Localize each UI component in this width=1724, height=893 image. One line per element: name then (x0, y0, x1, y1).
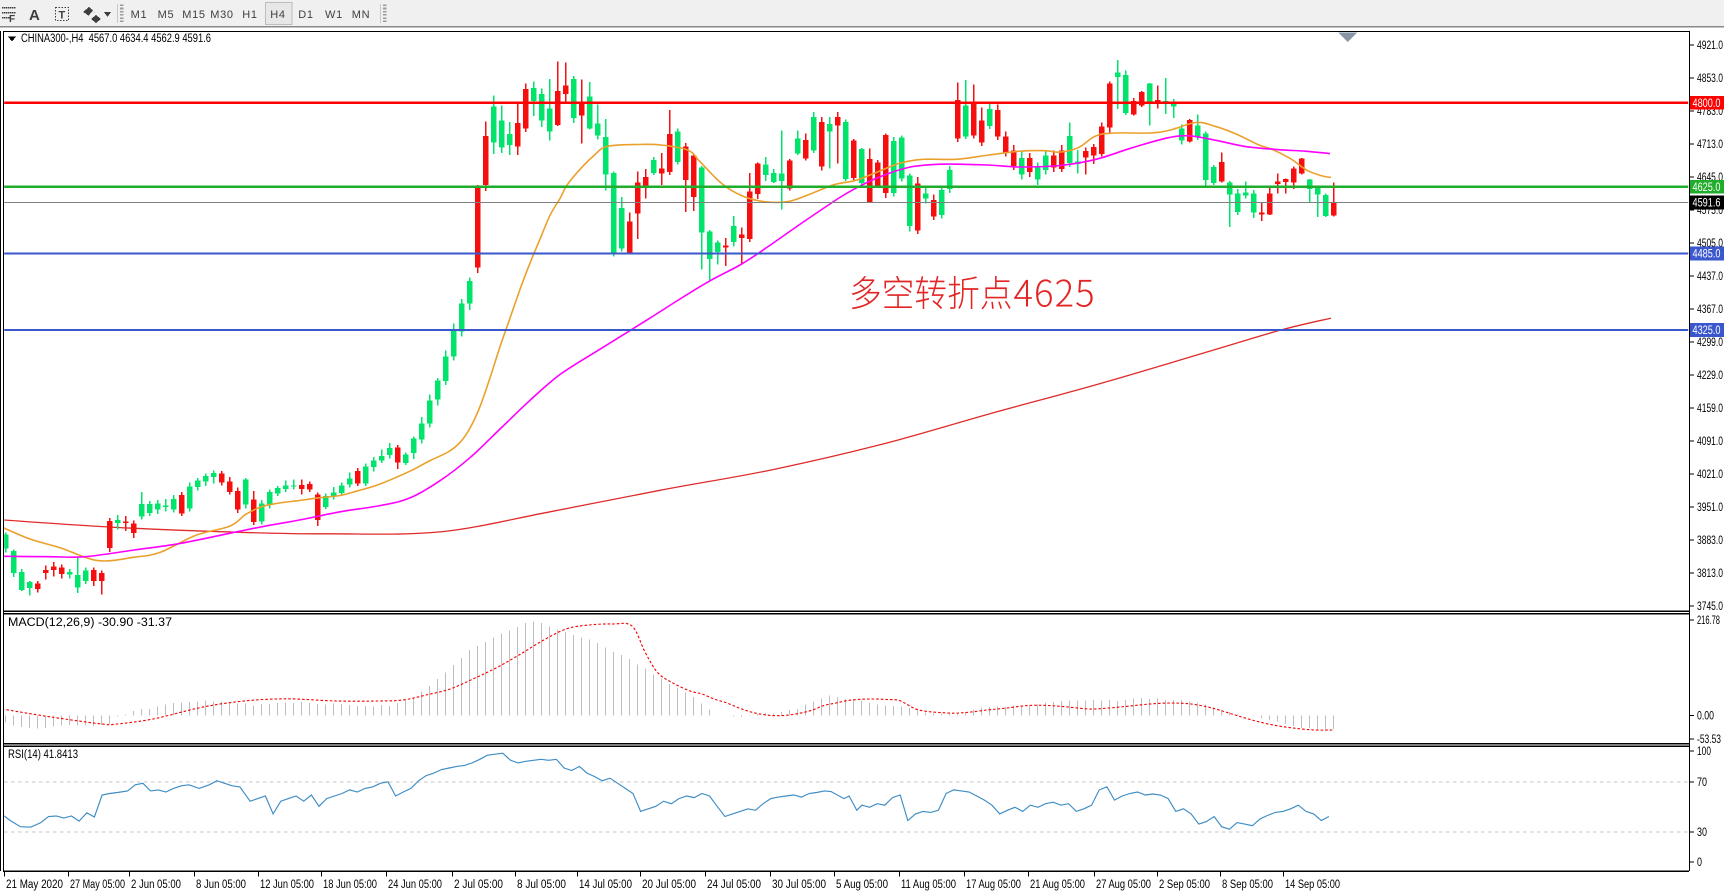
svg-text:100: 100 (1697, 746, 1711, 758)
svg-text:M1: M1 (131, 9, 148, 21)
svg-text:4625.0: 4625.0 (1693, 182, 1721, 194)
svg-text:27 Aug 05:00: 27 Aug 05:00 (1096, 879, 1151, 891)
svg-text:4299.0: 4299.0 (1697, 337, 1723, 349)
svg-text:4159.0: 4159.0 (1697, 403, 1723, 415)
svg-text:4800.0: 4800.0 (1693, 98, 1721, 110)
svg-text:4437.0: 4437.0 (1697, 271, 1723, 283)
svg-text:11 Aug 05:00: 11 Aug 05:00 (901, 879, 956, 891)
svg-text:M30: M30 (210, 9, 234, 21)
svg-text:4921.0: 4921.0 (1697, 40, 1723, 52)
svg-text:24 Jun 05:00: 24 Jun 05:00 (388, 879, 442, 891)
svg-text:0.00: 0.00 (1697, 711, 1714, 723)
svg-text:MACD(12,26,9) -30.90 -31.37: MACD(12,26,9) -30.90 -31.37 (8, 617, 172, 629)
svg-text:4713.0: 4713.0 (1697, 139, 1723, 151)
svg-text:20 Jul 05:00: 20 Jul 05:00 (642, 879, 696, 891)
svg-text:0: 0 (1697, 857, 1702, 869)
svg-text:M15: M15 (182, 9, 206, 21)
svg-text:4229.0: 4229.0 (1697, 370, 1723, 382)
svg-text:5 Aug 05:00: 5 Aug 05:00 (836, 879, 888, 891)
svg-text:8 Jun 05:00: 8 Jun 05:00 (196, 879, 246, 891)
svg-text:M5: M5 (158, 9, 175, 21)
svg-text:2 Sep 05:00: 2 Sep 05:00 (1159, 879, 1210, 891)
svg-text:27 May 05:00: 27 May 05:00 (70, 879, 125, 891)
svg-text:W1: W1 (325, 9, 343, 21)
svg-text:17 Aug 05:00: 17 Aug 05:00 (966, 879, 1021, 891)
svg-text:3951.0: 3951.0 (1697, 502, 1723, 514)
svg-text:4367.0: 4367.0 (1697, 304, 1723, 316)
svg-text:4591.6: 4591.6 (1693, 198, 1721, 210)
svg-text:30 Jul 05:00: 30 Jul 05:00 (772, 879, 826, 891)
svg-text:2 Jun 05:00: 2 Jun 05:00 (131, 879, 181, 891)
svg-text:24 Jul 05:00: 24 Jul 05:00 (707, 879, 761, 891)
svg-text:70: 70 (1697, 777, 1707, 789)
svg-text:8 Sep 05:00: 8 Sep 05:00 (1222, 879, 1273, 891)
svg-text:3883.0: 3883.0 (1697, 535, 1723, 547)
svg-text:30: 30 (1697, 827, 1707, 839)
svg-text:3813.0: 3813.0 (1697, 568, 1723, 580)
svg-text:4325.0: 4325.0 (1693, 325, 1721, 337)
svg-text:3745.0: 3745.0 (1697, 601, 1723, 613)
svg-text:MN: MN (352, 9, 371, 21)
svg-text:4021.0: 4021.0 (1697, 469, 1723, 481)
svg-text:216.78: 216.78 (1697, 615, 1720, 627)
svg-text:-53.53: -53.53 (1697, 734, 1721, 746)
svg-text:14 Sep 05:00: 14 Sep 05:00 (1285, 879, 1340, 891)
svg-text:4853.0: 4853.0 (1697, 73, 1723, 85)
svg-text:2 Jul 05:00: 2 Jul 05:00 (454, 879, 503, 891)
svg-text:14 Jul 05:00: 14 Jul 05:00 (579, 879, 632, 891)
svg-text:H1: H1 (242, 9, 257, 21)
svg-text:H4: H4 (270, 9, 285, 21)
svg-text:4091.0: 4091.0 (1697, 436, 1723, 448)
svg-text:12 Jun 05:00: 12 Jun 05:00 (260, 879, 314, 891)
svg-text:RSI(14) 41.8413: RSI(14) 41.8413 (8, 749, 78, 761)
svg-text:T: T (59, 10, 66, 22)
svg-text:F: F (9, 14, 15, 25)
svg-text:CHINA300-,H4 4567.0 4634.4 45: CHINA300-,H4 4567.0 4634.4 4562.9 4591.6 (21, 33, 211, 45)
svg-text:D1: D1 (298, 9, 313, 21)
svg-text:18 Jun 05:00: 18 Jun 05:00 (323, 879, 377, 891)
svg-text:4485.0: 4485.0 (1693, 249, 1721, 261)
svg-text:21 May 2020: 21 May 2020 (6, 879, 63, 891)
svg-text:8 Jul 05:00: 8 Jul 05:00 (517, 879, 566, 891)
svg-text:21 Aug 05:00: 21 Aug 05:00 (1030, 879, 1085, 891)
svg-text:A: A (29, 7, 40, 24)
